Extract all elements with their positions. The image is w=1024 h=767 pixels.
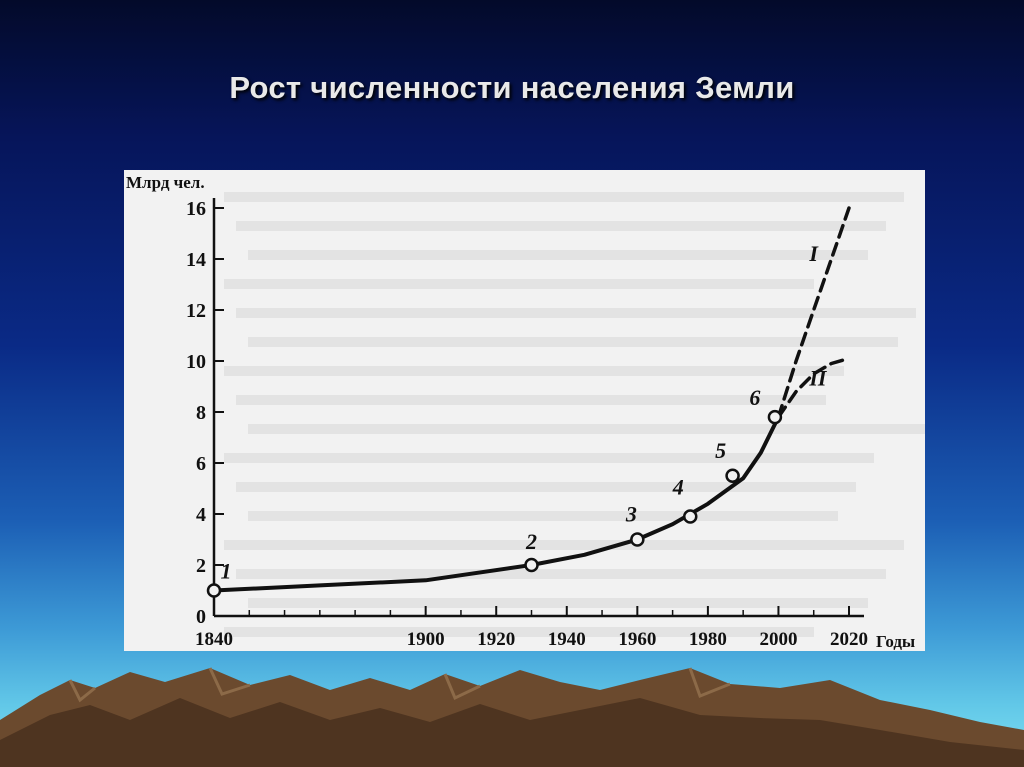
y-tick-label: 2 (196, 555, 206, 577)
faint-text-line (248, 511, 838, 521)
x-tick-label: 1920 (477, 629, 515, 650)
y-tick-label: 12 (186, 300, 206, 322)
series-line-I (776, 206, 851, 419)
data-point-label: 4 (672, 475, 684, 500)
data-point (630, 532, 645, 547)
faint-text-line (224, 366, 844, 376)
x-tick-label: 2020 (830, 629, 868, 650)
data-point-label: 6 (749, 385, 760, 410)
y-axis-label: Млрд чел. (126, 173, 205, 192)
x-tick-label: 1940 (548, 629, 586, 650)
y-tick-label: 8 (196, 402, 206, 424)
faint-text-line (236, 569, 886, 579)
data-point (725, 468, 740, 483)
data-point-label: 5 (715, 438, 726, 463)
background-text (224, 192, 925, 637)
faint-text-line (224, 279, 814, 289)
faint-text-line (236, 221, 886, 231)
faint-text-line (236, 308, 916, 318)
series-line-II (776, 356, 851, 419)
data-point (206, 583, 222, 598)
data-point-label: 1 (221, 559, 232, 584)
y-tick-label: 10 (186, 351, 206, 373)
x-tick-label: 1900 (407, 629, 445, 650)
y-tick-label: 6 (196, 453, 206, 475)
faint-text-line (236, 395, 826, 405)
faint-text-line (236, 482, 856, 492)
data-point (683, 509, 698, 524)
y-tick-label: 0 (196, 606, 206, 628)
faint-text-line (224, 627, 814, 637)
faint-text-line (224, 453, 874, 463)
mountain-range-front (0, 698, 1024, 767)
x-tick-label: 1980 (689, 629, 727, 650)
faint-text-line (248, 250, 868, 260)
data-point-label: 3 (625, 502, 637, 527)
mountain-highlights (68, 667, 731, 703)
x-tick-label: 1960 (618, 629, 656, 650)
data-point-label: 2 (525, 529, 537, 554)
data-point (524, 557, 539, 573)
faint-text-line (248, 337, 898, 347)
data-point (767, 409, 783, 425)
chart-points: 1 2 3 4 5 6 (206, 385, 783, 598)
x-axis-label: Годы (876, 632, 915, 651)
y-tick-label: 14 (186, 249, 206, 271)
faint-text-line (224, 192, 904, 202)
faint-text-line (224, 540, 904, 550)
series-line-actual (212, 415, 781, 593)
chart-panel: 0 2 4 6 8 10 12 14 16 1840 1900 1920 1940 1960 1980 200… (124, 170, 925, 651)
x-tick-label: 1840 (195, 629, 233, 650)
y-tick-label: 4 (196, 504, 206, 526)
faint-text-line (248, 598, 868, 608)
slide-title: Рост численности населения Земли (229, 70, 795, 105)
faint-text-line (248, 424, 925, 434)
mountains-illustration (0, 667, 1024, 767)
x-tick-label: 2000 (759, 629, 797, 650)
y-tick-label: 16 (186, 198, 206, 220)
series-label: II (808, 366, 828, 391)
series-label: I (808, 241, 819, 266)
